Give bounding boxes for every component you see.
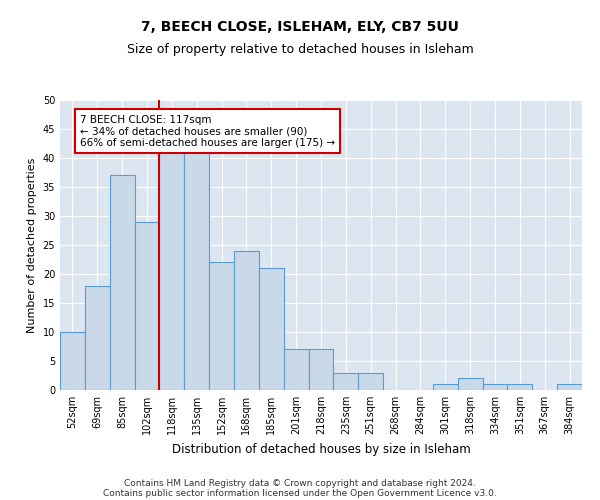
- X-axis label: Distribution of detached houses by size in Isleham: Distribution of detached houses by size …: [172, 442, 470, 456]
- Text: 7, BEECH CLOSE, ISLEHAM, ELY, CB7 5UU: 7, BEECH CLOSE, ISLEHAM, ELY, CB7 5UU: [141, 20, 459, 34]
- Y-axis label: Number of detached properties: Number of detached properties: [27, 158, 37, 332]
- Bar: [308, 350, 334, 390]
- Bar: [259, 268, 284, 390]
- Text: 7 BEECH CLOSE: 117sqm
← 34% of detached houses are smaller (90)
66% of semi-deta: 7 BEECH CLOSE: 117sqm ← 34% of detached …: [80, 114, 335, 148]
- Bar: [358, 372, 383, 390]
- Text: Size of property relative to detached houses in Isleham: Size of property relative to detached ho…: [127, 42, 473, 56]
- Bar: [433, 384, 458, 390]
- Bar: [284, 350, 308, 390]
- Text: Contains HM Land Registry data © Crown copyright and database right 2024.: Contains HM Land Registry data © Crown c…: [124, 478, 476, 488]
- Bar: [209, 262, 234, 390]
- Bar: [184, 152, 209, 390]
- Bar: [508, 384, 532, 390]
- Bar: [134, 222, 160, 390]
- Bar: [85, 286, 110, 390]
- Bar: [60, 332, 85, 390]
- Bar: [160, 152, 184, 390]
- Bar: [110, 176, 134, 390]
- Bar: [334, 372, 358, 390]
- Bar: [458, 378, 482, 390]
- Bar: [557, 384, 582, 390]
- Bar: [482, 384, 508, 390]
- Bar: [234, 251, 259, 390]
- Text: Contains public sector information licensed under the Open Government Licence v3: Contains public sector information licen…: [103, 488, 497, 498]
